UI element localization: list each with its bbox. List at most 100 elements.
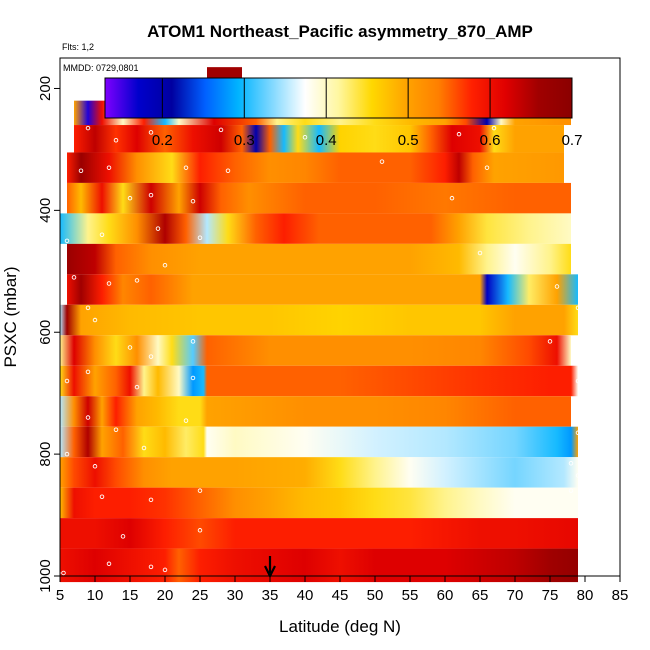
sample-point (379, 159, 385, 164)
x-tick-label: 30 (227, 587, 244, 604)
heatmap-band (60, 213, 571, 244)
y-tick-label: 400 (37, 198, 54, 223)
chart-title: ATOM1 Northeast_Pacific asymmetry_870_AM… (147, 22, 533, 41)
heatmap-band (67, 243, 571, 275)
sample-point (99, 232, 105, 237)
x-tick-label: 55 (402, 587, 419, 604)
sample-point (106, 281, 112, 286)
colorbar-tick-label: 0.3 (234, 132, 255, 149)
heatmap-band (67, 182, 571, 214)
x-tick-label: 45 (332, 587, 349, 604)
y-tick-label: 200 (37, 76, 54, 101)
sample-point (162, 262, 168, 268)
heatmap-band (60, 426, 578, 458)
sample-point (134, 278, 140, 283)
sample-point (225, 168, 231, 173)
sample-point (547, 339, 553, 344)
sample-point (148, 564, 154, 570)
sample-point (568, 488, 574, 493)
sample-point (218, 127, 224, 133)
x-tick-label: 35 (262, 587, 279, 604)
x-tick-label: 60 (437, 587, 454, 604)
x-tick-label: 10 (87, 587, 104, 604)
sample-point (575, 305, 581, 311)
x-tick-label: 25 (192, 587, 209, 604)
sample-point (127, 195, 133, 201)
sample-point (449, 195, 455, 201)
x-tick-label: 75 (542, 587, 559, 604)
sample-point (183, 165, 189, 170)
sample-point (190, 198, 196, 204)
sample-point (491, 125, 497, 131)
sample-point (190, 375, 196, 381)
heatmap-band (60, 396, 571, 427)
y-axis-label: PSXC (mbar) (1, 266, 20, 367)
sample-point (92, 464, 98, 469)
sample-point (197, 235, 203, 241)
colorbar-ticks: 0.2 0.3 0.4 0.5 0.6 0.7 (152, 78, 582, 149)
x-tick-label: 65 (472, 587, 489, 604)
marker-arrow-head (264, 565, 276, 579)
sample-point (148, 130, 154, 135)
sample-point (554, 284, 560, 289)
sample-point (64, 451, 70, 457)
sample-point (85, 305, 91, 311)
y-tick-label: 1000 (37, 559, 54, 592)
sample-point (162, 567, 168, 573)
heatmap-band (60, 457, 578, 488)
sample-point (71, 275, 77, 280)
heatmap-band (60, 335, 571, 366)
sample-point (85, 125, 91, 131)
heatmap-band (60, 548, 578, 583)
sample-point (85, 415, 91, 420)
x-tick-label: 5 (56, 587, 64, 604)
heatmap-band (60, 487, 578, 519)
colorbar (104, 77, 573, 119)
x-tick-label: 15 (122, 587, 139, 604)
colorbar-tick-label: 0.4 (316, 132, 337, 149)
sample-point (302, 134, 308, 140)
colorbar-tick-label: 0.5 (398, 132, 419, 149)
sample-point (183, 418, 189, 423)
sample-point (575, 378, 581, 384)
sample-point (484, 165, 490, 170)
x-tick-label: 85 (612, 587, 629, 604)
sample-point (456, 131, 462, 137)
x-tick-label: 80 (577, 587, 594, 604)
sample-point (141, 445, 147, 451)
flights-note: Flts: 1,2 (62, 42, 94, 52)
sample-point (99, 494, 105, 500)
y-tick-label: 800 (37, 442, 54, 467)
sample-point (120, 534, 126, 539)
sample-point (148, 497, 154, 503)
latitude-marker (264, 556, 276, 579)
y-axis: 200 400 600 800 1000 (37, 76, 60, 593)
y-tick-label: 600 (37, 320, 54, 345)
sample-point (155, 226, 161, 231)
sample-point (148, 354, 154, 359)
sample-point (190, 339, 196, 344)
sample-point (113, 427, 119, 432)
sample-point (106, 165, 112, 170)
heatmap-band (67, 274, 578, 305)
x-tick-label: 70 (507, 587, 524, 604)
sample-point (61, 570, 66, 576)
heatmap-band (60, 365, 578, 397)
sample-point (477, 250, 483, 256)
x-axis: 5 10 15 20 25 30 35 40 45 50 55 60 65 70 75 80 85 (56, 576, 629, 604)
sample-point (92, 317, 98, 323)
sample-point (134, 384, 140, 390)
sample-point (575, 342, 581, 347)
sample-point (113, 138, 119, 143)
sample-point (78, 168, 84, 173)
heatmap-band (67, 152, 564, 183)
sample-point (575, 430, 581, 436)
sample-point (127, 345, 133, 350)
sample-point (85, 369, 91, 375)
x-tick-label: 50 (367, 587, 384, 604)
sample-point (106, 561, 112, 567)
x-tick-label: 40 (297, 587, 314, 604)
heatmap-band (60, 304, 578, 336)
sample-point (148, 192, 154, 198)
